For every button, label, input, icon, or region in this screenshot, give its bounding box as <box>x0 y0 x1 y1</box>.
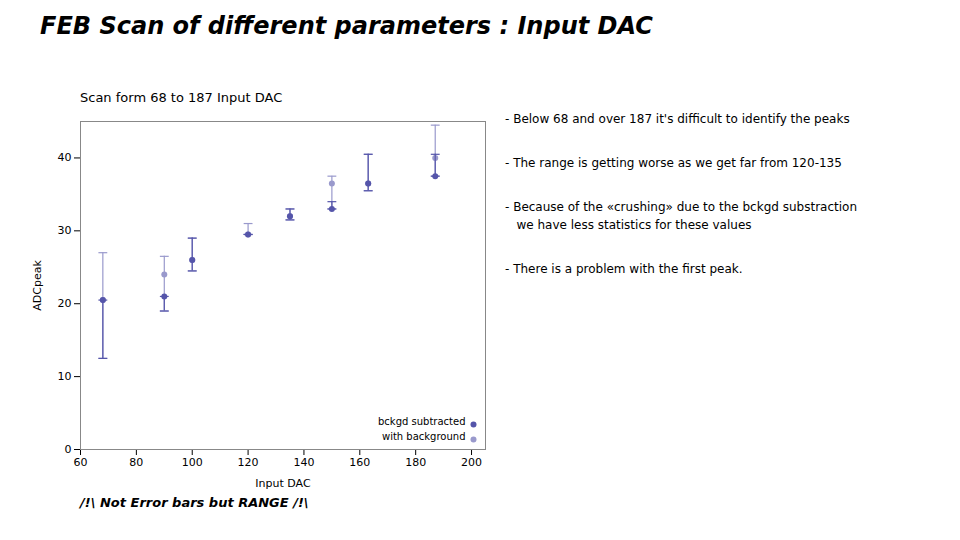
svg-text:Input DAC: Input DAC <box>255 477 311 490</box>
html-text:Scan form 68 to 187 Input DAC: Scan form 68 to 187 Input DAC <box>80 90 283 105</box>
html-text:- The range is getting worse a: - The range is getting worse as we get f… <box>505 156 842 170</box>
svg-text:20: 20 <box>58 297 72 310</box>
svg-text:180: 180 <box>405 456 426 469</box>
svg-text:ADCpeak: ADCpeak <box>31 260 44 311</box>
svg-text:with background: with background <box>382 431 466 442</box>
svg-text:200: 200 <box>461 456 482 469</box>
svg-text:0: 0 <box>65 443 72 456</box>
svg-text:120: 120 <box>238 456 259 469</box>
svg-text:10: 10 <box>58 370 72 383</box>
svg-text:160: 160 <box>349 456 370 469</box>
html-text:/!\ Not Error bars but RANGE /: /!\ Not Error bars but RANGE /!\ <box>80 495 309 510</box>
svg-text:40: 40 <box>58 151 72 164</box>
html-text:- Because of the «crushing» du: - Because of the «crushing» due to the b… <box>505 200 857 214</box>
svg-text:bckgd subtracted: bckgd subtracted <box>378 416 466 427</box>
html-text:- There is a problem with the: - There is a problem with the first peak… <box>505 262 743 276</box>
svg-text:60: 60 <box>74 456 88 469</box>
svg-text:80: 80 <box>129 456 143 469</box>
svg-text:30: 30 <box>58 224 72 237</box>
html-text:we have less statistics for th: we have less statistics for these values <box>505 218 752 232</box>
svg-text:100: 100 <box>182 456 203 469</box>
svg-text:140: 140 <box>293 456 314 469</box>
html-text:- Below 68 and over 187 it's d: - Below 68 and over 187 it's difficult t… <box>505 112 850 126</box>
html-text:FEB Scan of different paramete: FEB Scan of different parameters : Input… <box>40 12 653 40</box>
